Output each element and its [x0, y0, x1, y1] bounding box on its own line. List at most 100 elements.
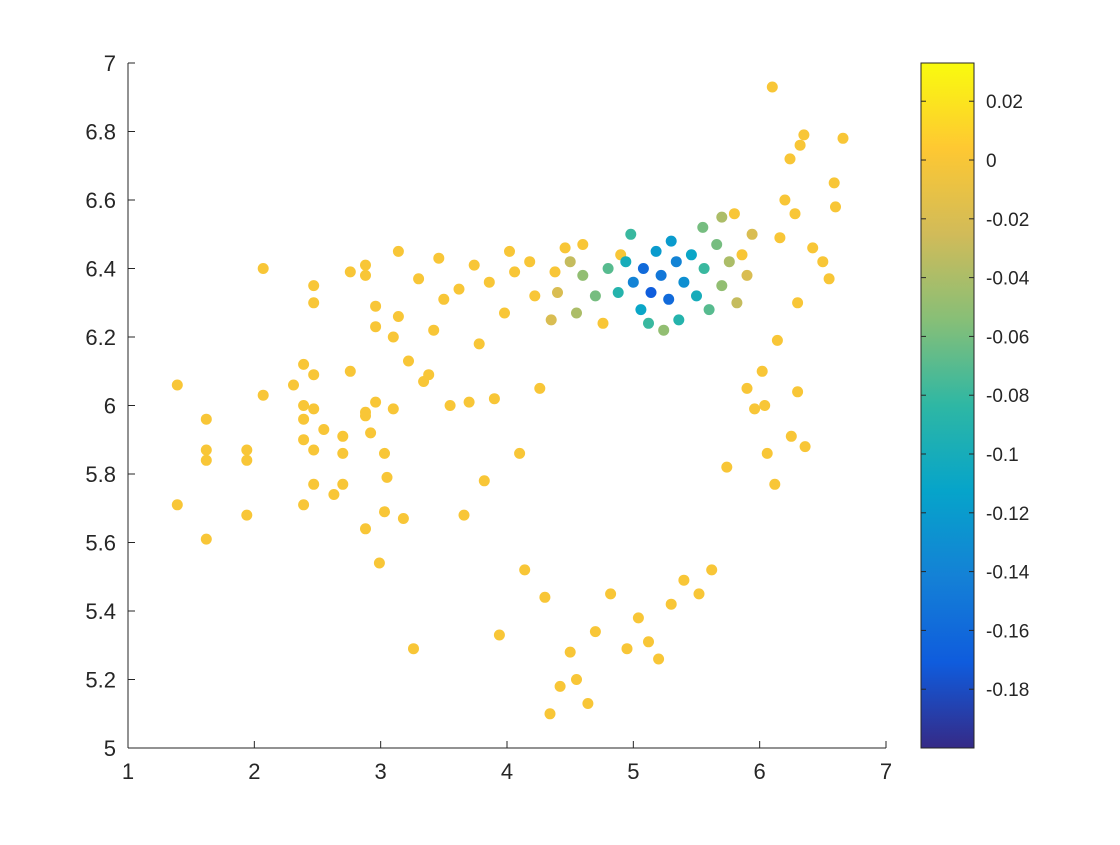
- scatter-point: [759, 400, 771, 411]
- scatter-point: [785, 430, 797, 442]
- scatter-point: [403, 355, 414, 367]
- scatter-point: [559, 242, 571, 254]
- scatter-point: [478, 475, 490, 487]
- scatter-point: [308, 444, 320, 456]
- scatter-point: [298, 434, 310, 446]
- scatter-point: [468, 259, 480, 271]
- axes: [127, 62, 887, 749]
- scatter-point: [807, 242, 819, 254]
- scatter-point: [697, 221, 709, 233]
- scatter-point: [463, 396, 475, 408]
- scatter-point: [741, 269, 753, 281]
- scatter-point: [769, 478, 781, 490]
- scatter-point: [241, 444, 253, 456]
- scatter-point: [337, 430, 349, 442]
- y-axis-tick-labels: 5 5.2 5.4 5.6 5.8 6 6.2 6.4 6.6 6.8 7: [85, 51, 116, 761]
- scatter-point: [379, 506, 390, 518]
- scatter-point: [200, 413, 212, 425]
- y-tick-label: 7: [104, 51, 116, 76]
- scatter-point: [784, 153, 796, 165]
- y-tick-label: 6: [104, 394, 116, 419]
- scatter-point: [298, 413, 310, 425]
- scatter-point: [308, 403, 320, 415]
- scatter-point: [554, 680, 566, 692]
- scatter-point: [685, 249, 697, 261]
- scatter-point: [678, 574, 690, 586]
- scatter-point: [392, 245, 404, 257]
- scatter-point: [731, 297, 743, 309]
- scatter-point: [509, 266, 521, 278]
- scatter-point: [337, 447, 349, 459]
- scatter-point: [241, 454, 253, 466]
- scatter-point: [721, 461, 733, 473]
- scatter-point: [552, 287, 563, 298]
- scatter-point: [539, 591, 551, 603]
- scatter-point: [771, 334, 783, 346]
- scatter-point: [534, 382, 546, 394]
- scatter-point: [817, 256, 829, 268]
- scatter-point: [519, 564, 531, 576]
- scatter-point: [627, 276, 639, 288]
- scatter-point: [665, 235, 677, 247]
- scatter-point: [298, 499, 310, 511]
- scatter-point: [337, 478, 349, 490]
- colorbar-tick-label: -0.04: [986, 269, 1030, 290]
- scatter-point: [602, 263, 614, 274]
- scatter-point: [344, 365, 356, 377]
- scatter-point: [756, 365, 768, 377]
- x-axis-tick-labels: 1 2 3 4 5 6 7: [122, 759, 892, 784]
- scatter-point: [488, 393, 500, 405]
- colorbar-tick-label: -0.18: [986, 680, 1029, 701]
- scatter-point: [514, 447, 526, 459]
- scatter-point: [577, 239, 589, 250]
- scatter-point: [387, 403, 399, 415]
- scatter-point: [673, 314, 685, 326]
- scatter-point: [779, 194, 791, 206]
- colorbar-tick-label: 0.02: [986, 92, 1023, 113]
- scatter-point: [370, 300, 382, 312]
- y-tick-label: 5: [104, 736, 116, 761]
- x-tick-label: 6: [754, 759, 766, 784]
- scatter-point: [423, 369, 435, 381]
- scatter-point: [625, 228, 637, 240]
- scatter-point: [698, 263, 710, 274]
- scatter-point: [379, 447, 390, 459]
- scatter-point: [830, 201, 841, 213]
- scatter-point: [328, 489, 340, 500]
- scatter-point: [749, 403, 761, 415]
- scatter-point: [799, 441, 811, 453]
- x-tick-label: 7: [880, 759, 892, 784]
- scatter-point: [650, 245, 662, 257]
- scatter-point: [433, 252, 445, 264]
- scatter-point: [716, 280, 728, 292]
- scatter-point: [571, 674, 582, 685]
- scatter-point: [655, 269, 667, 281]
- scatter-point: [360, 259, 371, 271]
- scatter-point: [703, 304, 715, 316]
- colorbar-tick-label: -0.16: [986, 621, 1029, 642]
- scatter-point: [564, 256, 576, 268]
- scatter-point: [828, 177, 840, 189]
- scatter-point: [789, 208, 801, 220]
- scatter-point: [597, 317, 609, 329]
- y-tick-label: 6.6: [85, 188, 116, 213]
- y-tick-label: 5.8: [85, 462, 116, 487]
- scatter-point: [344, 266, 356, 278]
- colorbar-tick-labels: 0.02 0 -0.02 -0.04 -0.06 -0.08 -0.1 -0.12 -0.14 -…: [921, 92, 1030, 701]
- scatter-point: [637, 263, 649, 274]
- scatter-point: [200, 444, 212, 456]
- scatter-point: [171, 379, 183, 391]
- x-tick-label: 4: [501, 759, 513, 784]
- scatter-point: [381, 471, 393, 483]
- scatter-point: [792, 297, 804, 309]
- scatter-point: [658, 324, 670, 336]
- colorbar: [920, 62, 975, 749]
- y-tick-label: 5.4: [85, 599, 116, 624]
- scatter-point: [589, 626, 601, 638]
- scatter-point: [792, 386, 804, 398]
- scatter-point: [549, 266, 561, 278]
- scatter-point: [766, 81, 778, 93]
- scatter-point: [571, 307, 582, 319]
- scatter-point: [171, 499, 183, 511]
